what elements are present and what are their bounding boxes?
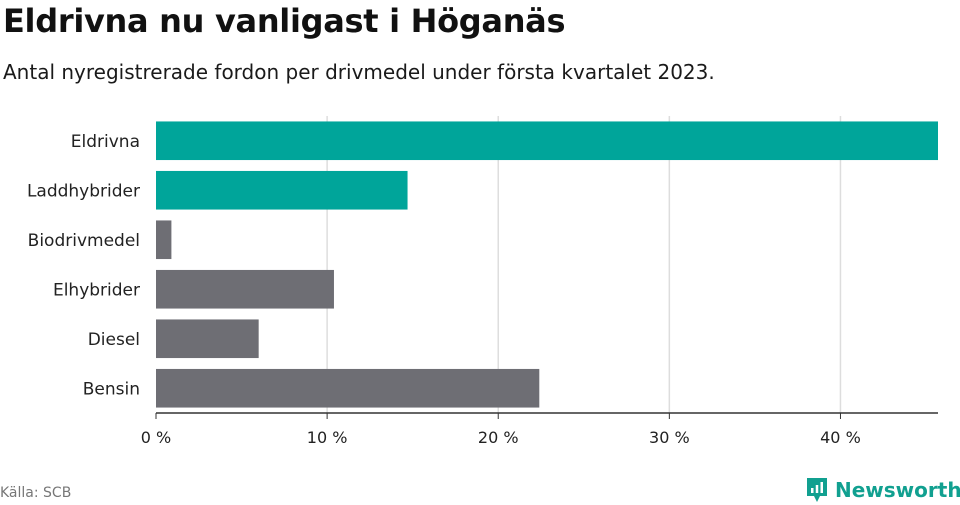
- source-note: Källa: SCB: [0, 485, 72, 501]
- bar-biodrivmedel: [156, 220, 172, 260]
- bar-elhybrider: [156, 269, 334, 309]
- bar-bensin: [156, 368, 540, 408]
- grid-lines: [326, 116, 842, 413]
- x-tick-label: 40 %: [820, 428, 861, 447]
- category-label: Laddhybrider: [27, 181, 140, 201]
- newsworthy-logo-icon: [807, 478, 827, 502]
- x-tick-label: 0 %: [141, 428, 171, 447]
- x-tick-label: 30 %: [649, 428, 690, 447]
- chart-subtitle: Antal nyregistrerade fordon per drivmede…: [3, 60, 715, 84]
- x-tick-label: 20 %: [478, 428, 519, 447]
- bar-eldrivna: [156, 121, 938, 161]
- brand-name: Newsworthy: [835, 478, 960, 502]
- x-axis: 0 % 10 % 20 % 30 % 40 %: [141, 412, 938, 447]
- bars: [156, 121, 938, 408]
- bar-chart: Eldrivna Laddhybrider Biodrivmedel Elhybrid…: [27, 116, 938, 447]
- category-label: Biodrivmedel: [28, 231, 140, 251]
- category-label: Eldrivna: [71, 132, 140, 152]
- bar-diesel: [156, 319, 259, 359]
- bar-laddhybrider: [156, 170, 408, 210]
- category-label: Elhybrider: [53, 280, 140, 300]
- category-label: Diesel: [88, 330, 140, 350]
- category-label: Bensin: [83, 379, 140, 399]
- category-labels: Eldrivna Laddhybrider Biodrivmedel Elhybrid…: [27, 132, 140, 400]
- x-tick-label: 10 %: [307, 428, 348, 447]
- chart-title: Eldrivna nu vanligast i Höganäs: [3, 2, 566, 40]
- brand-logo: Newsworthy: [805, 476, 960, 504]
